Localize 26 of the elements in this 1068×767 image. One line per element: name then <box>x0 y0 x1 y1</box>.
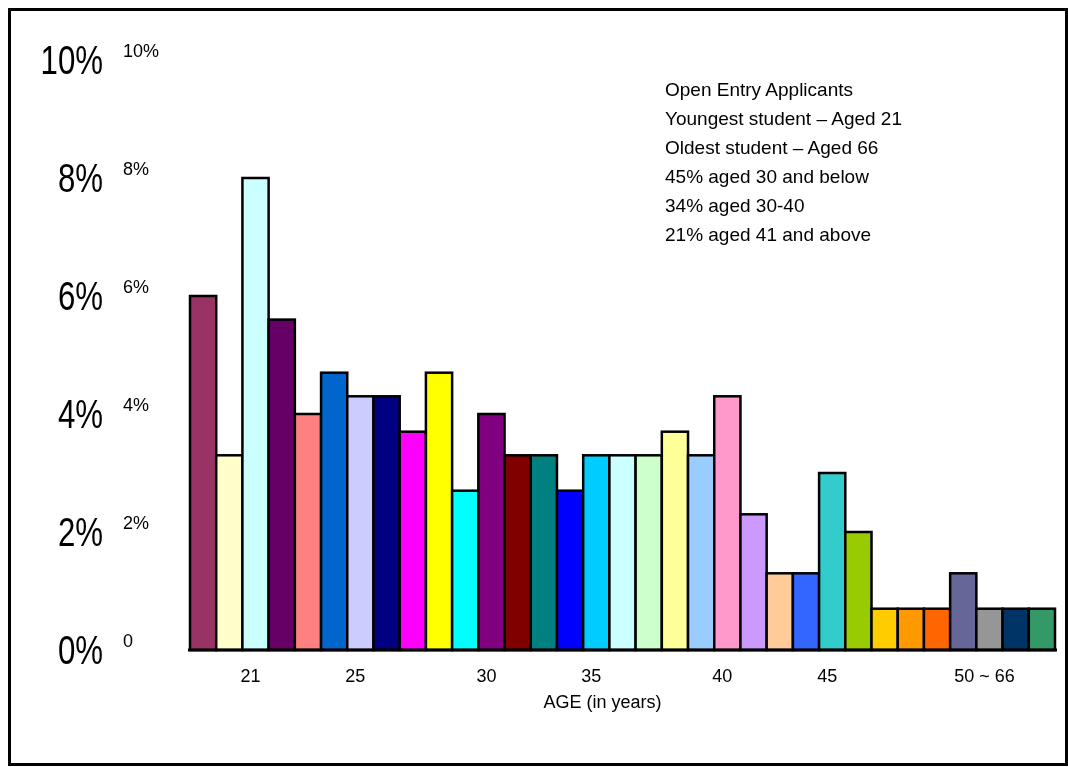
annotation: 34% aged 30-40 <box>665 195 805 216</box>
y2-tick-label: 2% <box>123 513 150 534</box>
y2-tick-label: 0 <box>123 631 134 652</box>
y-tick-label: 2% <box>57 510 103 556</box>
annotation: Oldest student – Aged 66 <box>665 137 879 158</box>
y-tick-label: 8% <box>57 156 103 202</box>
annotation: 45% aged 30 and below <box>665 166 870 187</box>
x-tick-label: 40 <box>712 666 733 686</box>
x-tick-label: 45 <box>817 666 838 686</box>
x-tick-label: 50 ~ 66 <box>954 666 1015 686</box>
annotation: Open Entry Applicants <box>665 79 853 100</box>
annotation: Youngest student – Aged 21 <box>665 108 903 129</box>
x-tick-label: 25 <box>345 666 366 686</box>
annotation: 21% aged 41 and above <box>665 224 872 245</box>
y-tick-label: 6% <box>57 274 103 320</box>
y2-tick-label: 8% <box>123 159 150 180</box>
x-tick-label: 35 <box>581 666 602 686</box>
x-tick-label: 21 <box>240 666 261 686</box>
y2-tick-label: 10% <box>123 41 160 62</box>
y2-tick-label: 6% <box>123 277 150 298</box>
y-tick-label: 4% <box>57 392 103 438</box>
x-tick-label: 30 <box>476 666 497 686</box>
y2-tick-label: 4% <box>123 395 150 416</box>
y-tick-label: 0% <box>57 628 103 674</box>
y-tick-label: 10% <box>40 38 103 84</box>
x-axis-title: AGE (in years) <box>543 692 662 712</box>
